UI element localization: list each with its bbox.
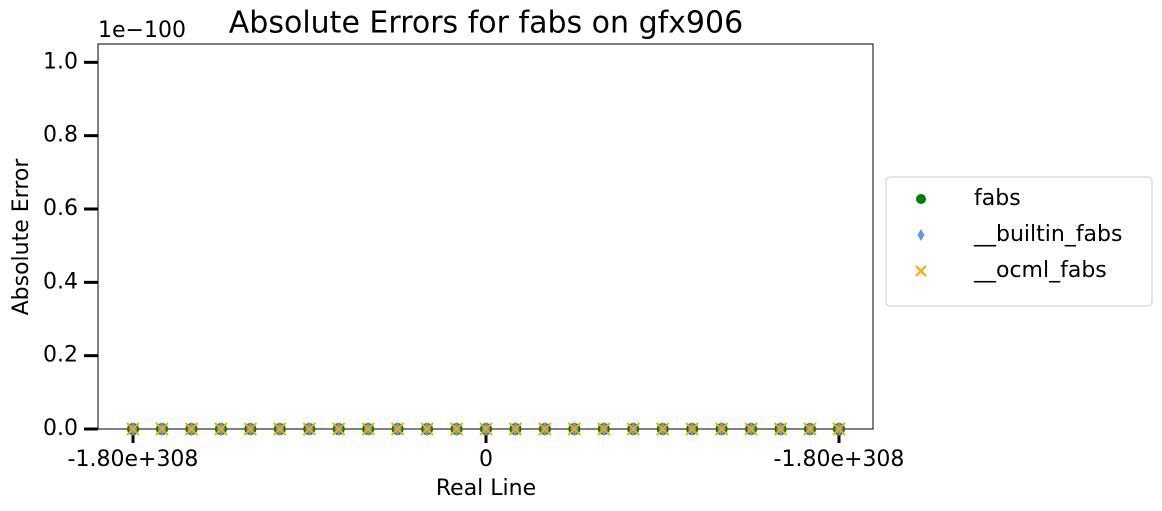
chart-title: Absolute Errors for fabs on gfx906 <box>229 6 743 41</box>
point <box>538 422 552 436</box>
legend-marker <box>915 265 927 277</box>
y-tick-label: 0.4 <box>43 269 78 294</box>
point <box>126 422 140 436</box>
y-tick-label: 0.6 <box>43 196 78 221</box>
y-axis-label: Absolute Error <box>9 158 34 316</box>
legend-label: fabs <box>974 186 1021 211</box>
legend-box <box>885 176 1153 307</box>
point <box>656 422 670 436</box>
y-tick-label: 0.8 <box>43 123 78 148</box>
point <box>302 422 316 436</box>
point <box>832 422 846 436</box>
point <box>332 422 346 436</box>
y-tick-label: 0.2 <box>43 343 78 368</box>
point <box>273 422 287 436</box>
x-tick-label: -1.80e+308 <box>68 447 199 472</box>
legend-label: __builtin_fabs <box>973 222 1122 247</box>
y-tick-label: 1.0 <box>43 49 78 74</box>
y-offset-label: 1e−100 <box>98 18 186 43</box>
point <box>243 422 258 436</box>
point <box>449 422 464 436</box>
legend-label: __ocml_fabs <box>973 258 1107 283</box>
y-tick-label: 0.0 <box>43 416 78 441</box>
x-axis-label: Real Line <box>436 476 536 501</box>
point <box>626 422 640 436</box>
point <box>390 422 405 436</box>
point <box>420 422 434 436</box>
point <box>744 422 758 436</box>
point <box>773 422 788 436</box>
point <box>214 422 228 436</box>
legend-marker <box>916 194 926 204</box>
point <box>184 422 199 436</box>
legend-marker <box>917 229 925 241</box>
point <box>361 422 375 436</box>
point <box>155 422 169 436</box>
point <box>685 422 699 436</box>
x-tick-label: 0 <box>479 447 493 472</box>
point <box>714 422 729 436</box>
point <box>597 422 611 436</box>
plot-frame <box>97 43 874 430</box>
x-tick-label: -1.80e+308 <box>774 447 905 472</box>
point <box>567 422 582 436</box>
point <box>508 422 523 436</box>
point <box>479 422 493 436</box>
point <box>803 422 817 436</box>
